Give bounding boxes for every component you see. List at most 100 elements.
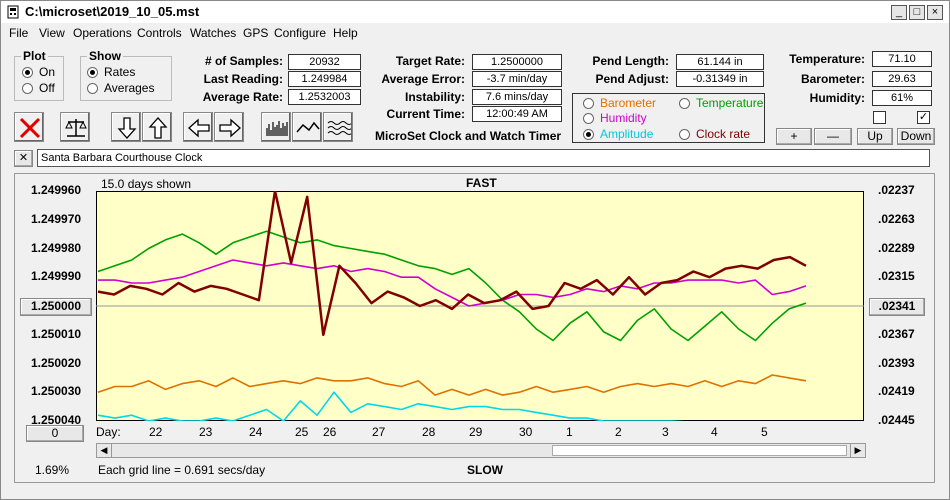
close-button[interactable]: ×	[927, 5, 943, 20]
watch-name-field[interactable]: Santa Barbara Courthouse Clock	[37, 149, 930, 167]
humidity-radio[interactable]	[583, 113, 594, 124]
wave-icon	[327, 121, 351, 135]
app-subtitle: MicroSet Clock and Watch Timer	[375, 129, 562, 143]
clear-button[interactable]	[14, 112, 44, 142]
clock-rate-option-label: Clock rate	[696, 127, 751, 141]
day-axis-label: Day:	[96, 425, 121, 439]
zero-button[interactable]: 0	[26, 425, 84, 442]
y-tick-right: .02315	[878, 269, 915, 284]
x-tick-label: 1	[566, 425, 573, 439]
y-tick-left: 1.250040	[31, 413, 82, 427]
menu-watches[interactable]: Watches	[190, 26, 237, 40]
window-title: C:\microset\2019_10_05.mst	[25, 4, 200, 19]
menu-gps[interactable]: GPS	[243, 26, 269, 40]
center-rate-button[interactable]: 1.250000	[20, 298, 92, 316]
scroll-left-arrow-icon[interactable]: ◀	[97, 444, 112, 457]
temperature-radio[interactable]	[679, 98, 690, 109]
series-line	[97, 191, 807, 337]
arrow-left-icon	[188, 118, 210, 138]
series-line	[97, 230, 807, 342]
y-tick-right: .02289	[878, 240, 915, 255]
x-tick-label: 25	[295, 425, 309, 439]
menu-help[interactable]: Help	[333, 26, 358, 40]
menu-configure[interactable]: Configure	[274, 26, 327, 40]
menu-view[interactable]: View	[39, 26, 65, 40]
x-tick-label: 27	[372, 425, 386, 439]
app-icon	[7, 5, 19, 19]
minus-button[interactable]: —	[814, 128, 852, 145]
x-tick-label: 5	[761, 425, 768, 439]
amplitude-option-label: Amplitude	[600, 127, 654, 141]
plus-button[interactable]: +	[776, 128, 812, 145]
series-line	[97, 374, 807, 396]
balance-button[interactable]	[60, 112, 90, 142]
show-rates-radio[interactable]	[87, 67, 98, 78]
option-checkbox-2[interactable]: ✓	[917, 111, 930, 124]
line-graph-icon	[296, 121, 320, 133]
barometer-value: 29.63	[872, 71, 932, 87]
show-averages-radio[interactable]	[87, 83, 98, 94]
target-rate-label: Target Rate:	[395, 54, 465, 68]
bar-graph-icon	[266, 121, 288, 136]
right-arrow-button[interactable]	[214, 112, 244, 142]
down-arrow-button[interactable]	[111, 112, 141, 142]
up-arrow-button[interactable]	[142, 112, 172, 142]
series-options-box	[572, 93, 765, 143]
average-error-label: Average Error:	[381, 72, 465, 86]
x-tick-label: 3	[662, 425, 669, 439]
y-tick-left: 1.249990	[31, 269, 82, 284]
last-reading-label: Last Reading:	[203, 72, 283, 86]
x-tick-label: 22	[149, 425, 163, 439]
up-button[interactable]: Up	[857, 128, 893, 145]
y-tick-right: .02393	[878, 355, 915, 370]
last-reading-value: 1.249984	[288, 71, 361, 87]
x-tick-label: 29	[469, 425, 483, 439]
menu-controls[interactable]: Controls	[137, 26, 182, 40]
y-tick-right: .02237	[878, 183, 915, 197]
barometer-option-label: Barometer	[600, 96, 657, 110]
percent-readout: 1.69%	[35, 463, 70, 477]
show-group: Show	[80, 49, 172, 101]
amplitude-radio[interactable]	[583, 129, 594, 140]
scroll-thumb[interactable]	[552, 445, 847, 456]
pend-adjust-value: -0.31349 in	[676, 71, 764, 87]
wave-view-button[interactable]	[323, 112, 353, 142]
minimize-button[interactable]: _	[891, 5, 907, 20]
close-watch-button[interactable]: ✕	[14, 150, 33, 167]
option-checkbox-1[interactable]	[873, 111, 886, 124]
samples-value: 20932	[288, 54, 361, 70]
arrow-right-icon	[219, 118, 241, 138]
barometer-label: Barometer:	[800, 72, 865, 86]
line-view-button[interactable]	[292, 112, 322, 142]
fast-label: FAST	[466, 176, 497, 190]
temperature-label: Temperature:	[789, 52, 865, 66]
scroll-right-arrow-icon[interactable]: ▶	[850, 444, 865, 457]
average-rate-value: 1.2532003	[288, 89, 361, 105]
menu-file[interactable]: File	[9, 26, 29, 40]
plot-off-radio[interactable]	[22, 83, 33, 94]
center-amplitude-button[interactable]: .02341	[869, 298, 925, 316]
current-time-label: Current Time:	[386, 107, 465, 121]
pend-length-value: 61.144 in	[676, 54, 764, 70]
bars-view-button[interactable]	[261, 112, 291, 142]
humidity-value: 61%	[872, 90, 932, 106]
left-arrow-button[interactable]	[183, 112, 213, 142]
y-tick-right: .02419	[878, 384, 915, 399]
maximize-button[interactable]: □	[909, 5, 925, 20]
down-button[interactable]: Down	[897, 128, 935, 145]
y-tick-left: 1.249980	[31, 240, 82, 255]
series-line	[98, 259, 807, 307]
time-scrollbar[interactable]: ◀ ▶	[96, 443, 866, 458]
barometer-radio[interactable]	[583, 98, 594, 109]
y-tick-left: 1.250020	[31, 355, 82, 370]
x-tick-label: 24	[249, 425, 263, 439]
target-rate-value: 1.2500000	[472, 54, 562, 70]
x-tick-label: 4	[711, 425, 718, 439]
x-tick-label: 30	[519, 425, 533, 439]
x-tick-label: 28	[422, 425, 436, 439]
slow-label: SLOW	[467, 463, 503, 477]
plot-on-radio[interactable]	[22, 67, 33, 78]
clock-rate-radio[interactable]	[679, 129, 690, 140]
plot-off-label: Off	[39, 81, 55, 95]
menu-operations[interactable]: Operations	[73, 26, 132, 40]
